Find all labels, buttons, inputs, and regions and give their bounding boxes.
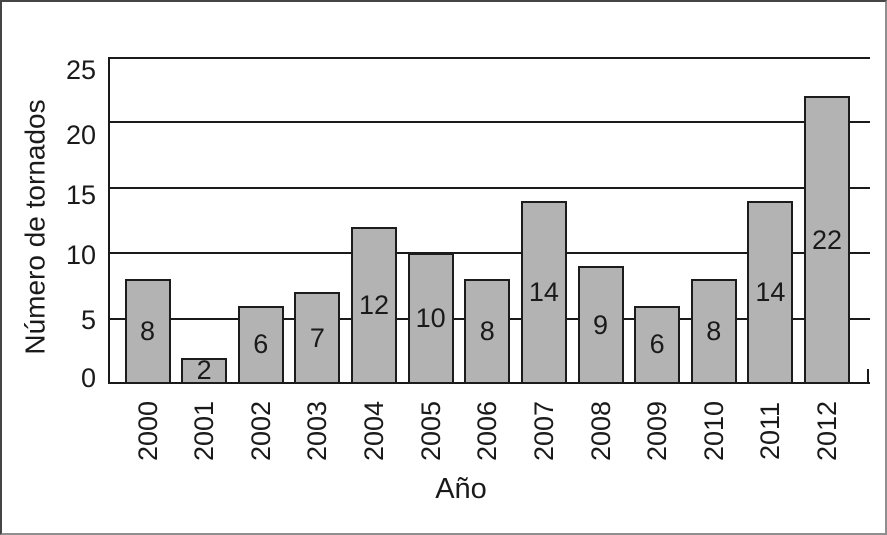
bar-2005: 10 xyxy=(407,253,454,384)
bar-value-label: 22 xyxy=(812,224,843,255)
y-tick-label-10: 10 xyxy=(65,240,96,271)
bar-value-label: 14 xyxy=(528,276,559,307)
x-tick-label-2010: 2010 xyxy=(698,400,729,462)
x-tick-label-2005: 2005 xyxy=(415,400,446,462)
y-tick-label-0: 0 xyxy=(80,363,96,393)
bar-value-label: 6 xyxy=(649,329,665,360)
bar-value-label: 6 xyxy=(253,329,269,360)
bar-2000: 8 xyxy=(124,279,171,384)
bar-value-label: 9 xyxy=(593,309,609,340)
bar-2006: 8 xyxy=(464,279,511,384)
bar-2007: 14 xyxy=(520,200,567,384)
x-tick-label-2007: 2007 xyxy=(528,400,559,462)
bar-2010: 8 xyxy=(690,279,737,384)
x-tick-label-2009: 2009 xyxy=(642,400,673,462)
plot-top-border-line xyxy=(108,57,870,59)
y-axis-line xyxy=(108,57,110,384)
bar-2012: 22 xyxy=(804,96,851,384)
plot-area: 8 2 6 7 12 10 8 14 9 6 8 14 22 xyxy=(108,57,870,384)
x-tick-label-2006: 2006 xyxy=(472,400,503,462)
x-tick-label-2004: 2004 xyxy=(359,400,390,462)
gridline-y10 xyxy=(108,252,870,255)
bar-2008: 9 xyxy=(577,266,624,384)
gridline-y15 xyxy=(108,186,870,189)
x-tick-label-2012: 2012 xyxy=(812,400,843,462)
x-tick-label-2003: 2003 xyxy=(302,400,333,462)
bar-2011: 14 xyxy=(747,200,794,384)
x-tick-label-2000: 2000 xyxy=(132,400,163,462)
bar-2002: 6 xyxy=(237,305,284,384)
bar-2004: 12 xyxy=(351,227,398,384)
bar-2001: 2 xyxy=(181,355,228,386)
gridline-y20 xyxy=(108,121,870,124)
bar-value-label: 8 xyxy=(706,316,722,347)
y-tick-label-5: 5 xyxy=(80,304,96,335)
bar-value-label: 2 xyxy=(196,355,212,386)
bar-value-label: 12 xyxy=(358,290,390,321)
bar-2009: 6 xyxy=(634,305,681,384)
y-tick-label-25: 25 xyxy=(65,55,96,85)
bar-value-label: 10 xyxy=(415,303,446,334)
bar-2003: 7 xyxy=(294,292,341,384)
y-axis-title: Número de tornados xyxy=(19,99,51,355)
bar-value-label: 14 xyxy=(755,276,786,307)
x-axis-title: Año xyxy=(435,473,487,505)
x-tick-label-2001: 2001 xyxy=(189,400,220,462)
y-tick-label-20: 20 xyxy=(65,120,96,151)
bar-value-label: 8 xyxy=(139,316,156,347)
x-tick-label-2008: 2008 xyxy=(585,400,616,462)
bar-value-label: 7 xyxy=(309,322,325,353)
x-tick-label-2002: 2002 xyxy=(245,400,276,462)
x-axis-end-tick xyxy=(867,369,869,384)
x-tick-label-2011: 2011 xyxy=(755,401,786,461)
y-tick-label-15: 15 xyxy=(65,179,96,210)
bar-value-label: 8 xyxy=(479,316,495,347)
